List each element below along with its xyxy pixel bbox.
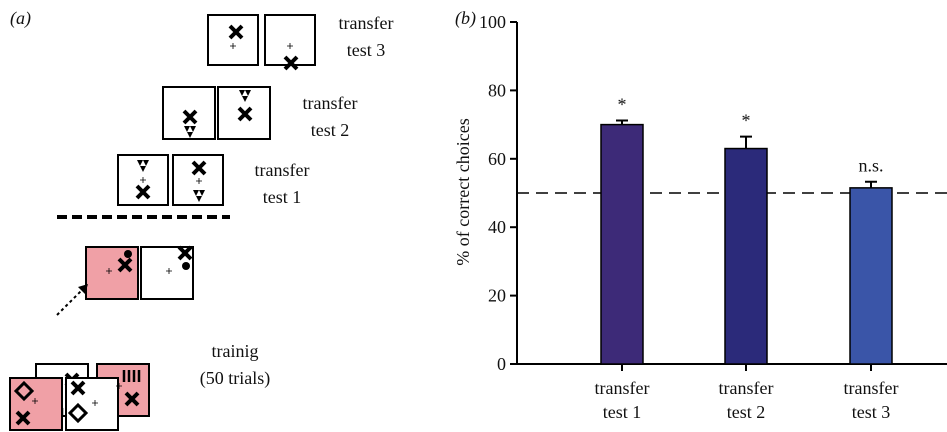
diagram-label: transfer [270,90,390,117]
diagram-label: test 1 [222,184,342,211]
error-bar [865,182,877,188]
y-tick-label: 0 [497,354,506,374]
bar [850,188,892,364]
y-tick-label: 40 [488,217,506,237]
y-tick-label: 20 [488,286,506,306]
panel-label: (a) [10,8,31,29]
panel-label: (b) [455,8,476,29]
annotation: * [742,111,751,131]
y-tick-label: 80 [488,80,506,100]
canvas: (a) (b) % of correct choices 0 20 40 60 80 10… [0,0,947,432]
diagram-label: transfer [222,157,342,184]
bar [601,125,643,364]
annotation: n.s. [858,156,883,176]
annotation: * [618,94,627,114]
y-tick-label: 100 [479,12,506,32]
diagram-label: (50 trials) [175,365,295,392]
diagram-label: trainig [175,338,295,365]
x-tick-label: transfer test 1 [586,376,658,424]
diagram-label: transfer [306,10,426,37]
diagram-label: test 2 [270,117,390,144]
figure: (a) (b) % of correct choices 0 20 40 60 80 10… [0,0,947,432]
x-tick-label: transfer test 2 [710,376,782,424]
y-axis-label: % of correct choices [453,118,473,265]
y-tick-label: 60 [488,149,506,169]
x-tick-label: transfer test 3 [835,376,907,424]
diagram-label: test 3 [306,37,426,64]
error-bar [740,137,752,149]
bar [725,149,767,364]
